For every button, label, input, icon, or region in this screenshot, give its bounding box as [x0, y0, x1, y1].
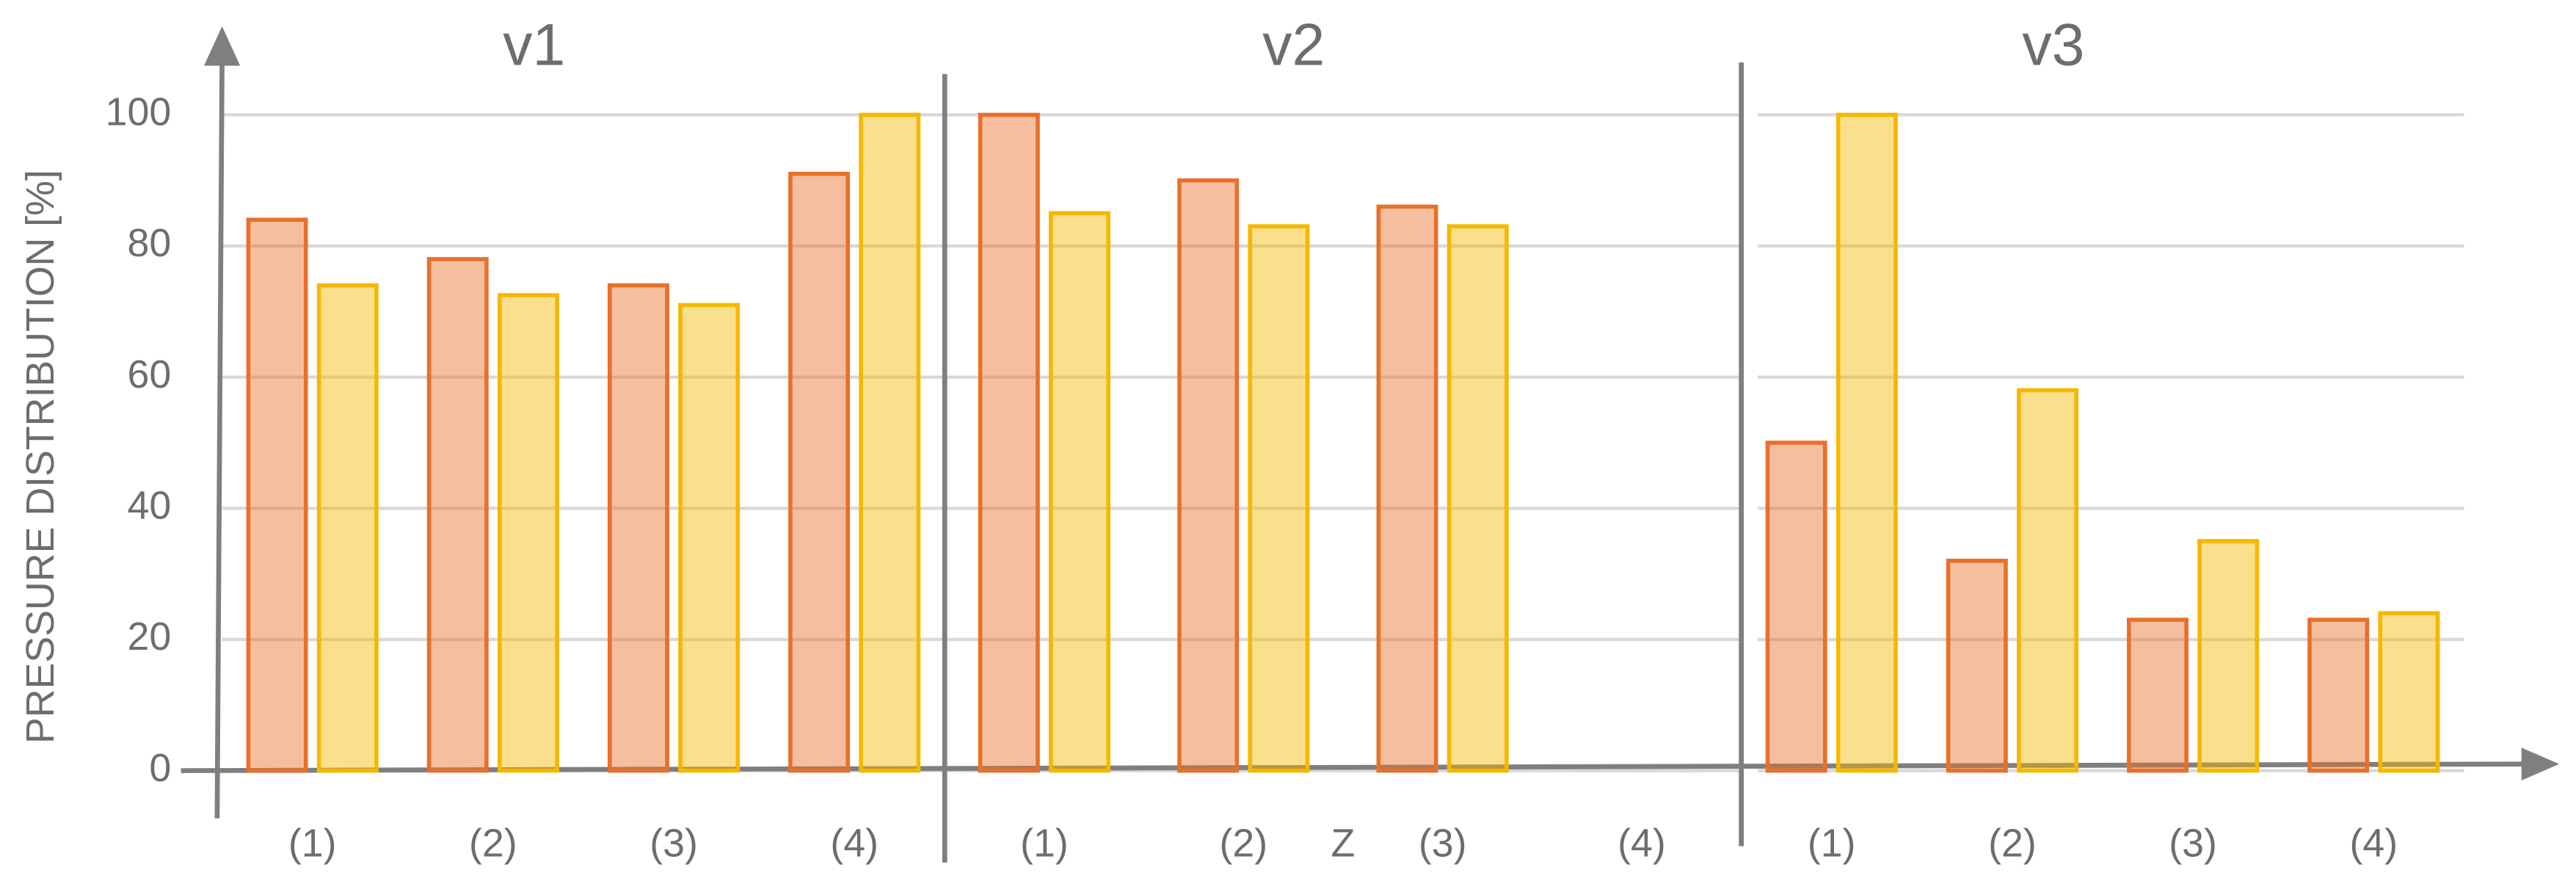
x-tick-label: (3) — [650, 822, 698, 866]
x-tick-label: (2) — [469, 822, 517, 866]
x-tick-label: (2) — [1219, 822, 1267, 866]
x-tick-label: (1) — [1020, 822, 1069, 866]
bar — [2017, 388, 2078, 773]
bar — [2127, 617, 2188, 773]
bar — [859, 112, 921, 773]
bar — [788, 172, 851, 773]
bar — [1447, 224, 1509, 773]
bar — [2378, 611, 2440, 773]
y-tick-label: 60 — [127, 352, 171, 396]
bar — [678, 302, 741, 773]
x-tick-label: (2) — [1988, 822, 2037, 866]
bar — [1248, 224, 1310, 773]
x-tick-label: (3) — [1419, 822, 1467, 866]
x-axis-arrow — [2521, 747, 2560, 781]
y-tick-label: 100 — [106, 90, 172, 134]
x-tick-label: (3) — [2169, 822, 2217, 866]
y-tick-label: 80 — [127, 221, 171, 265]
bar — [2197, 539, 2260, 773]
bar — [607, 283, 669, 773]
y-axis — [214, 57, 225, 819]
bar — [978, 112, 1040, 773]
bar — [2307, 617, 2370, 773]
y-axis-label: PRESSURE DISTRIBUTION [%] — [18, 170, 62, 744]
x-axis — [181, 761, 2530, 773]
bar — [1049, 211, 1111, 773]
x-tick-label: (4) — [2349, 822, 2398, 866]
bar — [1765, 441, 1827, 773]
x-tick-label: (4) — [1618, 822, 1666, 866]
y-axis-arrow — [203, 26, 241, 66]
y-tick-label: 40 — [127, 484, 171, 528]
bar — [1946, 558, 2008, 773]
panel-title: v1 — [503, 12, 565, 78]
bar — [1835, 112, 1898, 773]
x-tick-label: (4) — [830, 822, 878, 866]
bar — [498, 293, 559, 773]
x-tick-label: (1) — [1808, 822, 1856, 866]
x-tick-label: (1) — [288, 822, 337, 866]
x-axis-label: Z — [1331, 822, 1356, 866]
bar — [246, 217, 308, 773]
bar — [426, 257, 489, 773]
panel-title: v3 — [2022, 12, 2084, 78]
bar — [316, 283, 379, 773]
bar — [1177, 178, 1240, 773]
panel-title: v2 — [1262, 12, 1325, 78]
y-tick-label: 0 — [149, 746, 171, 790]
y-tick-label: 20 — [127, 615, 171, 659]
bar — [1376, 204, 1438, 773]
